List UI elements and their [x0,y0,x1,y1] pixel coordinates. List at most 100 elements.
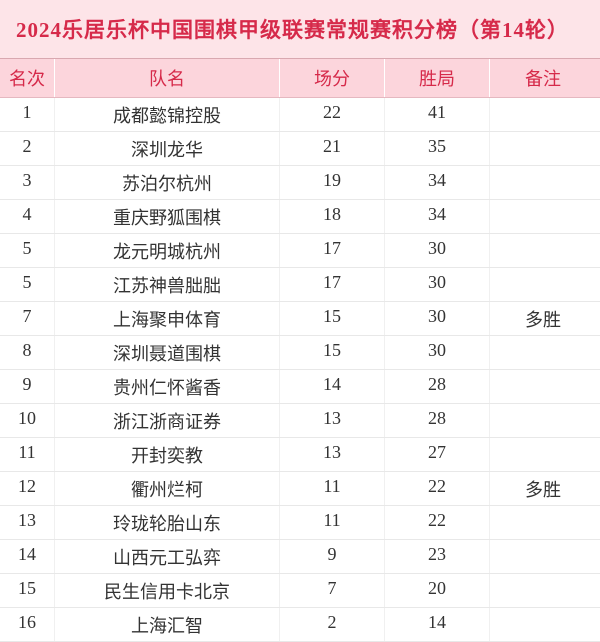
table-row: 13玲珑轮胎山东1122 [0,506,600,540]
cell-wins: 30 [385,268,490,301]
title-bar: 2024乐居乐杯中国围棋甲级联赛常规赛积分榜（第14轮） [0,0,600,59]
table-row: 10浙江浙商证券1328 [0,404,600,438]
cell-team: 深圳龙华 [55,132,280,165]
cell-note [490,438,596,471]
cell-score: 11 [280,472,385,505]
cell-score: 15 [280,336,385,369]
table-header-row: 名次 队名 场分 胜局 备注 [0,59,600,98]
cell-note [490,132,596,165]
cell-score: 13 [280,404,385,437]
cell-wins: 34 [385,166,490,199]
table-row: 7上海聚申体育1530多胜 [0,302,600,336]
col-header-note: 备注 [490,59,596,97]
cell-team: 上海聚申体育 [55,302,280,335]
cell-team: 玲珑轮胎山东 [55,506,280,539]
cell-wins: 22 [385,472,490,505]
cell-note: 多胜 [490,472,596,505]
cell-wins: 28 [385,370,490,403]
cell-rank: 5 [0,268,55,301]
cell-score: 14 [280,370,385,403]
table-row: 15民生信用卡北京720 [0,574,600,608]
cell-team: 山西元工弘弈 [55,540,280,573]
cell-wins: 30 [385,234,490,267]
cell-wins: 23 [385,540,490,573]
cell-note [490,574,596,607]
cell-team: 上海汇智 [55,608,280,641]
cell-score: 15 [280,302,385,335]
cell-note [490,608,596,641]
cell-team: 重庆野狐围棋 [55,200,280,233]
cell-rank: 4 [0,200,55,233]
cell-note [490,98,596,131]
cell-note [490,166,596,199]
cell-wins: 35 [385,132,490,165]
cell-rank: 2 [0,132,55,165]
cell-team: 民生信用卡北京 [55,574,280,607]
table-row: 4重庆野狐围棋1834 [0,200,600,234]
cell-team: 衢州烂柯 [55,472,280,505]
table-row: 12衢州烂柯1122多胜 [0,472,600,506]
cell-rank: 3 [0,166,55,199]
cell-team: 开封奕教 [55,438,280,471]
cell-note [490,234,596,267]
table-row: 2深圳龙华2135 [0,132,600,166]
cell-score: 17 [280,268,385,301]
cell-score: 17 [280,234,385,267]
col-header-wins: 胜局 [385,59,490,97]
cell-score: 11 [280,506,385,539]
cell-wins: 14 [385,608,490,641]
table-body: 1成都懿锦控股22412深圳龙华21353苏泊尔杭州19344重庆野狐围棋183… [0,98,600,642]
table-row: 5江苏神兽朏朏1730 [0,268,600,302]
cell-wins: 22 [385,506,490,539]
cell-rank: 15 [0,574,55,607]
cell-rank: 12 [0,472,55,505]
col-header-score: 场分 [280,59,385,97]
standings-table: 2024乐居乐杯中国围棋甲级联赛常规赛积分榜（第14轮） 名次 队名 场分 胜局… [0,0,600,642]
cell-wins: 28 [385,404,490,437]
cell-rank: 9 [0,370,55,403]
cell-team: 江苏神兽朏朏 [55,268,280,301]
cell-wins: 20 [385,574,490,607]
page-title: 2024乐居乐杯中国围棋甲级联赛常规赛积分榜（第14轮） [6,14,594,44]
cell-score: 2 [280,608,385,641]
cell-rank: 16 [0,608,55,641]
cell-note [490,370,596,403]
table-row: 11开封奕教1327 [0,438,600,472]
cell-rank: 1 [0,98,55,131]
table-row: 5龙元明城杭州1730 [0,234,600,268]
cell-rank: 14 [0,540,55,573]
cell-score: 13 [280,438,385,471]
cell-note: 多胜 [490,302,596,335]
cell-rank: 8 [0,336,55,369]
cell-team: 贵州仁怀酱香 [55,370,280,403]
cell-score: 9 [280,540,385,573]
cell-rank: 7 [0,302,55,335]
cell-wins: 30 [385,336,490,369]
cell-team: 浙江浙商证券 [55,404,280,437]
cell-wins: 27 [385,438,490,471]
cell-note [490,268,596,301]
cell-score: 22 [280,98,385,131]
cell-rank: 5 [0,234,55,267]
table-row: 16上海汇智214 [0,608,600,642]
table-row: 14山西元工弘弈923 [0,540,600,574]
cell-team: 成都懿锦控股 [55,98,280,131]
col-header-team: 队名 [55,59,280,97]
table-row: 9贵州仁怀酱香1428 [0,370,600,404]
cell-rank: 10 [0,404,55,437]
cell-score: 18 [280,200,385,233]
cell-rank: 13 [0,506,55,539]
cell-note [490,506,596,539]
cell-note [490,200,596,233]
cell-score: 7 [280,574,385,607]
cell-wins: 41 [385,98,490,131]
cell-note [490,404,596,437]
col-header-rank: 名次 [0,59,55,97]
cell-wins: 34 [385,200,490,233]
cell-rank: 11 [0,438,55,471]
table-row: 3苏泊尔杭州1934 [0,166,600,200]
cell-note [490,540,596,573]
cell-note [490,336,596,369]
cell-score: 21 [280,132,385,165]
cell-score: 19 [280,166,385,199]
